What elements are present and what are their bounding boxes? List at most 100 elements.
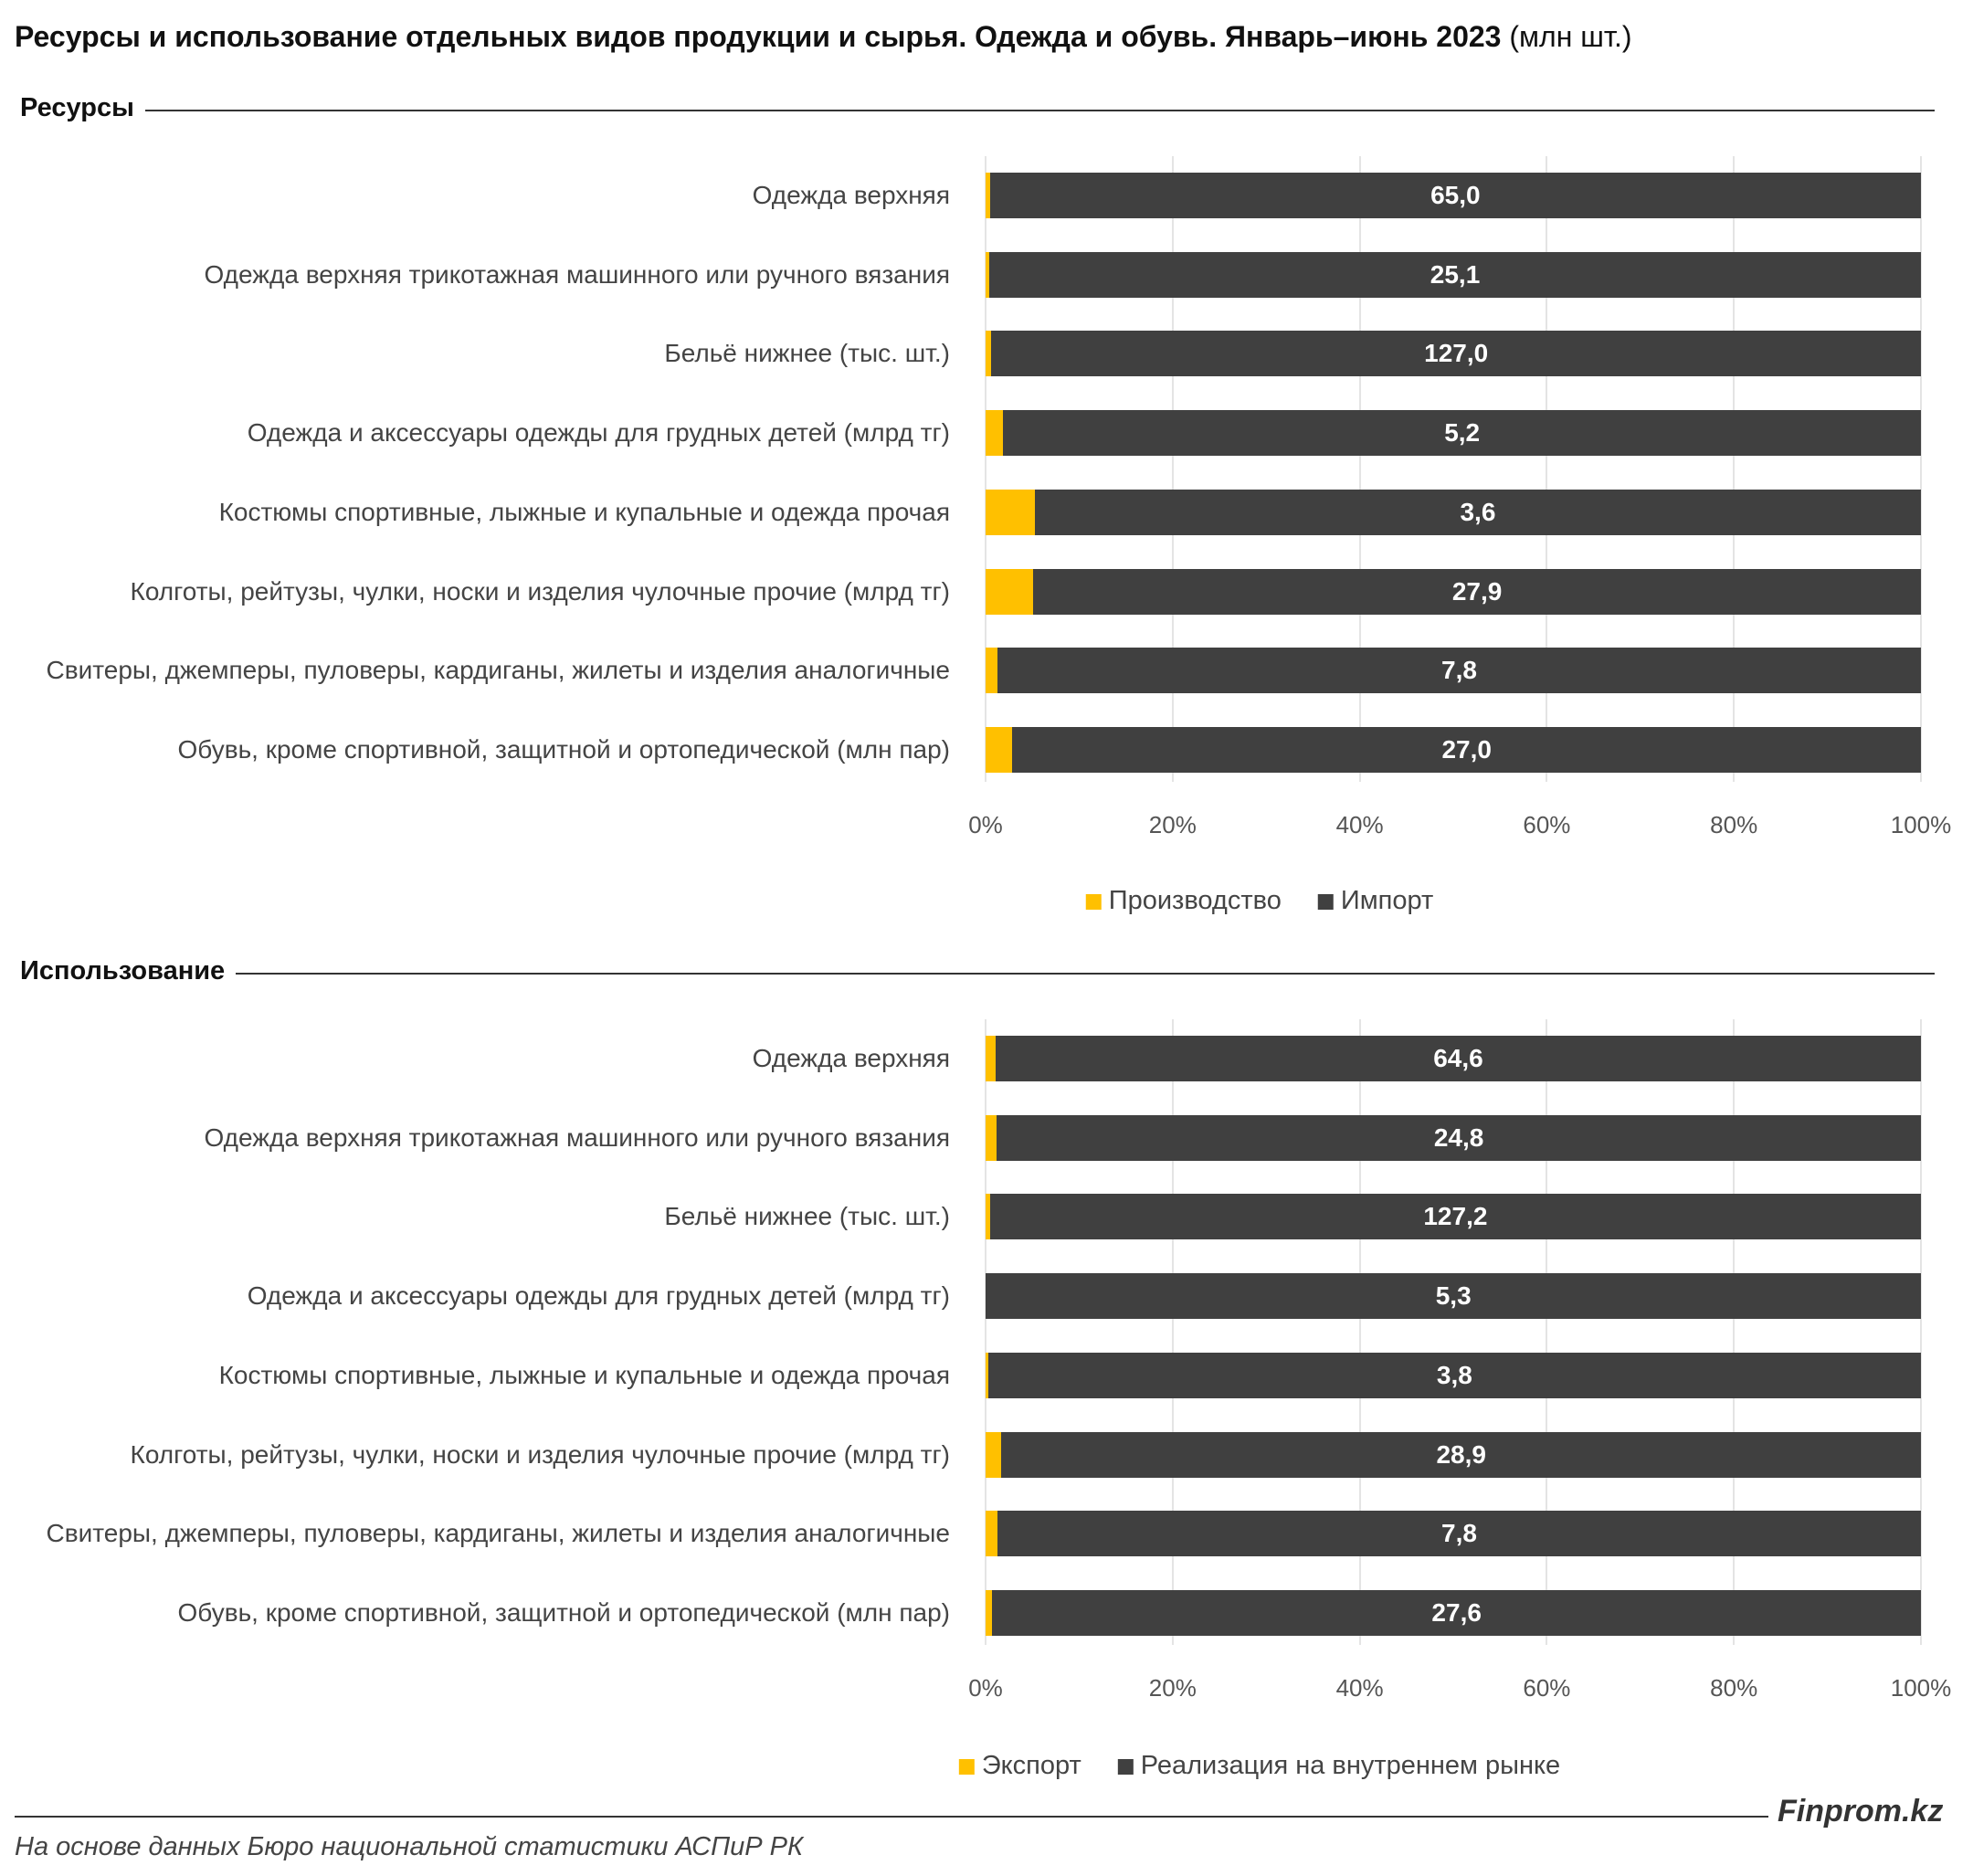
grid-line (1733, 156, 1736, 782)
bar-segment (1012, 726, 1921, 773)
value-label: 3,8 (1436, 1360, 1472, 1389)
section-rule (137, 110, 1935, 111)
grid-line (985, 1019, 986, 1645)
category-label: Костюмы спортивные, лыжные и купальные и… (218, 1360, 950, 1389)
legend-swatch (958, 1758, 975, 1775)
bar-segment (1034, 489, 1921, 535)
value-label: 27,9 (1451, 576, 1503, 606)
legend-item: Производство (1085, 886, 1282, 916)
bar-segment (987, 1352, 1921, 1398)
category-label: Бельё нижнее (тыс. шт.) (664, 1202, 950, 1231)
bar-segment (986, 331, 992, 377)
category-label: Свитеры, джемперы, пуловеры, кардиганы, … (46, 1519, 950, 1548)
legend-swatch (1117, 1758, 1134, 1775)
bar-segment (997, 1114, 1921, 1161)
value-label: 64,6 (1433, 1044, 1483, 1072)
grid-line (1358, 156, 1361, 782)
x-tick-label: 20% (1148, 1674, 1197, 1702)
bar-segment (986, 1352, 988, 1398)
legend-swatch (1085, 893, 1102, 910)
bar-segment (986, 1114, 997, 1161)
legend-item: Экспорт (958, 1751, 1081, 1781)
legend-item: Реализация на внутреннем рынке (1117, 1751, 1561, 1781)
grid-line (985, 156, 986, 782)
bar-segment (986, 568, 1034, 615)
legend-text: Реализация на внутреннем рынке (1140, 1751, 1561, 1780)
bar-segment (986, 648, 997, 694)
value-label: 24,8 (1433, 1122, 1484, 1152)
legend-text: Экспорт (981, 1751, 1081, 1780)
x-tick-label: 80% (1710, 1674, 1758, 1702)
bar-segment (995, 1036, 1921, 1081)
bar-segment (986, 1036, 996, 1081)
category-label: Одежда верхняя трикотажная машинного или… (204, 259, 950, 289)
bar-segment (986, 1273, 1921, 1320)
brand: Finprom.kz (1778, 1794, 1944, 1829)
legend-text: Импорт (1340, 886, 1434, 915)
bar-segment (997, 648, 1921, 694)
category-label: Одежда верхняя (752, 181, 950, 209)
x-tick-label: 0% (968, 1674, 1003, 1702)
title-unit: (млн шт.) (1509, 20, 1632, 53)
grid-line (1546, 1019, 1548, 1645)
title-text: Ресурсы и использование отдельных видов … (15, 20, 1502, 53)
bar-segment (992, 1589, 1921, 1636)
bar-segment (989, 173, 1921, 218)
value-label: 127,2 (1423, 1202, 1488, 1231)
x-tick-label: 40% (1335, 811, 1384, 838)
legend: Экспорт Реализация на внутреннем рынке (958, 1751, 1561, 1781)
category-label: Колготы, рейтузы, чулки, носки и изделия… (130, 576, 950, 606)
bar-segment (997, 1511, 1921, 1557)
legend-item: Импорт (1317, 886, 1434, 916)
category-label: Бельё нижнее (тыс. шт.) (664, 339, 950, 368)
bar-segment (989, 1194, 1921, 1240)
page-title: Ресурсы и использование отдельных видов … (15, 20, 1632, 54)
bar-segment (986, 173, 990, 218)
x-tick-label: 100% (1890, 1674, 1952, 1702)
grid-line (1920, 1019, 1922, 1645)
grid-line (1920, 156, 1922, 782)
bar-segment (1001, 1431, 1921, 1478)
bar-segment (986, 489, 1035, 535)
section-title: Использование (20, 956, 237, 986)
x-tick-label: 0% (968, 811, 1003, 838)
category-label: Колготы, рейтузы, чулки, носки и изделия… (130, 1439, 950, 1469)
bar-segment (986, 410, 1004, 457)
section-title: Ресурсы (20, 93, 145, 123)
legend-swatch (1317, 893, 1334, 910)
bar-segment (986, 251, 990, 298)
legend: Производство Импорт (1085, 886, 1434, 916)
legend-text: Производство (1108, 886, 1282, 915)
x-tick-label: 40% (1335, 1674, 1384, 1702)
category-label: Свитеры, джемперы, пуловеры, кардиганы, … (46, 656, 950, 685)
category-label: Обувь, кроме спортивной, защитной и орто… (177, 734, 950, 764)
value-label: 25,1 (1430, 259, 1481, 289)
section-rule (137, 973, 1935, 975)
x-tick-label: 80% (1710, 811, 1758, 838)
x-tick-label: 20% (1148, 811, 1197, 838)
bar-segment (989, 251, 1921, 298)
grid-line (1358, 1019, 1361, 1645)
value-label: 7,8 (1441, 656, 1477, 685)
x-tick-label: 100% (1890, 811, 1952, 838)
value-label: 65,0 (1430, 181, 1481, 209)
source: На основе данных Бюро национальной стати… (15, 1832, 804, 1861)
value-label: 127,0 (1424, 339, 1489, 368)
bar-segment (991, 331, 1921, 377)
grid-line (1546, 156, 1548, 782)
bar-segment (986, 1194, 990, 1240)
category-label: Одежда и аксессуары одежды для грудных д… (247, 1281, 950, 1311)
bar-segment (986, 1511, 997, 1557)
footer-rule (15, 1816, 1768, 1818)
grid-line (1733, 1019, 1736, 1645)
x-tick-label: 60% (1523, 1674, 1571, 1702)
category-label: Обувь, кроме спортивной, защитной и орто… (177, 1597, 950, 1627)
value-label: 7,8 (1441, 1519, 1477, 1548)
value-label: 28,9 (1436, 1439, 1486, 1469)
bar-segment (1033, 568, 1921, 615)
value-label: 3,6 (1460, 497, 1496, 526)
value-label: 27,6 (1431, 1597, 1482, 1627)
grid-line (1171, 1019, 1174, 1645)
bar-segment (1003, 410, 1921, 457)
category-label: Костюмы спортивные, лыжные и купальные и… (218, 497, 950, 526)
